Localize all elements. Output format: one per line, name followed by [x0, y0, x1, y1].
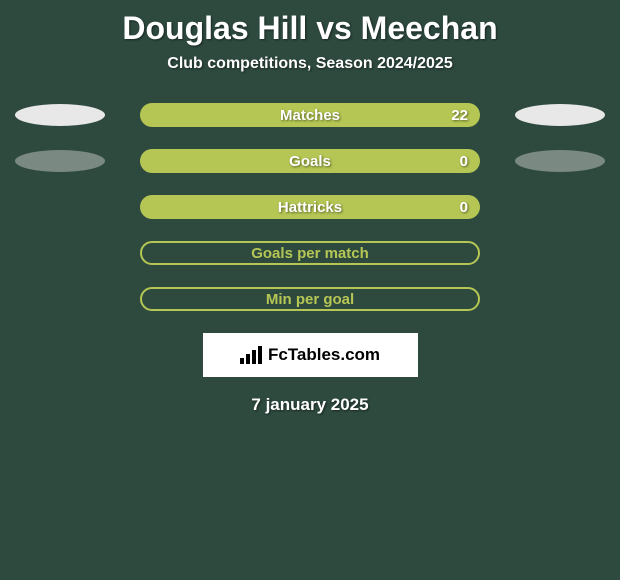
stat-label: Goals per match: [251, 245, 369, 262]
fctables-badge[interactable]: FcTables.com: [203, 333, 418, 377]
page-subtitle: Club competitions, Season 2024/2025: [0, 55, 620, 103]
page-title: Douglas Hill vs Meechan: [0, 0, 620, 55]
left-ellipse-icon: [15, 150, 105, 172]
stat-bar: Matches 22: [140, 103, 480, 127]
right-ellipse-icon: [515, 104, 605, 126]
stat-row-hattricks: Hattricks 0: [10, 195, 610, 219]
stat-row-min-per-goal: Min per goal: [10, 287, 610, 311]
stat-label: Min per goal: [266, 291, 354, 308]
stat-bar: Hattricks 0: [140, 195, 480, 219]
stat-row-goals: Goals 0: [10, 149, 610, 173]
stat-bar: Goals per match: [140, 241, 480, 265]
right-ellipse-icon: [515, 150, 605, 172]
date-footer: 7 january 2025: [0, 395, 620, 415]
left-ellipse-icon: [15, 104, 105, 126]
stat-value: 0: [460, 153, 468, 170]
stat-row-goals-per-match: Goals per match: [10, 241, 610, 265]
stat-value: 0: [460, 199, 468, 216]
stat-value: 22: [451, 107, 468, 124]
bar-chart-icon: [240, 346, 264, 364]
stat-label: Hattricks: [278, 199, 342, 216]
stat-label: Goals: [289, 153, 331, 170]
stat-label: Matches: [280, 107, 340, 124]
stat-row-matches: Matches 22: [10, 103, 610, 127]
badge-text: FcTables.com: [268, 345, 380, 365]
stat-bar: Goals 0: [140, 149, 480, 173]
stats-container: Matches 22 Goals 0 Hattricks 0 Goals per…: [0, 103, 620, 311]
stat-bar: Min per goal: [140, 287, 480, 311]
